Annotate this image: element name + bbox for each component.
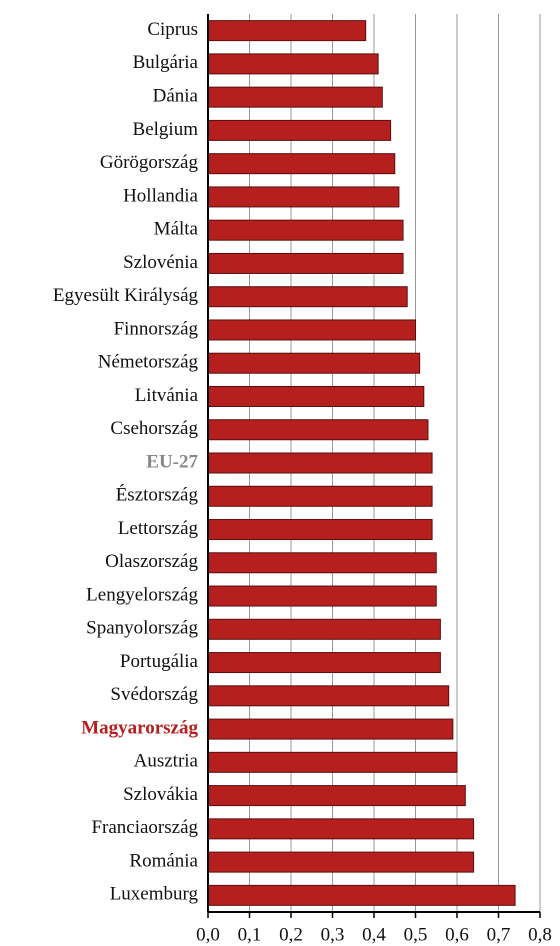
y-tick-label: Svédország xyxy=(110,684,198,705)
y-tick-label: Franciaország xyxy=(91,817,198,838)
bar xyxy=(207,552,437,574)
bar xyxy=(207,785,466,807)
y-tick-label: Lettország xyxy=(118,518,199,539)
y-tick-label: Dánia xyxy=(153,86,199,107)
y-tick-label: Magyarország xyxy=(81,717,198,738)
bar xyxy=(207,851,475,873)
y-tick-label: Litvánia xyxy=(135,385,199,406)
x-tick-label: 0,4 xyxy=(362,924,386,945)
y-tick-label: Szlovénia xyxy=(123,252,198,273)
bar xyxy=(207,652,441,674)
bar xyxy=(207,186,400,208)
bar xyxy=(207,252,404,274)
y-tick-label: Németország xyxy=(98,352,199,373)
y-tick-label: Portugália xyxy=(120,651,199,672)
bar xyxy=(207,119,392,141)
bar xyxy=(207,219,404,241)
bar xyxy=(207,352,421,374)
bar xyxy=(207,419,429,441)
y-tick-label: Spanyolország xyxy=(86,618,198,639)
y-tick-label: EU-27 xyxy=(146,451,198,472)
bar xyxy=(207,286,408,308)
y-tick-label: Csehország xyxy=(110,418,198,439)
y-tick-label: Lengyelország xyxy=(86,584,198,605)
bar xyxy=(207,485,433,507)
bar xyxy=(207,818,475,840)
y-tick-label: Hollandia xyxy=(123,185,198,206)
y-tick-label: Románia xyxy=(129,850,198,871)
x-tick-label: 0,1 xyxy=(238,924,262,945)
bar xyxy=(207,153,396,175)
y-tick-label: Szlovákia xyxy=(123,784,198,805)
bar xyxy=(207,452,433,474)
y-tick-label: Görögország xyxy=(100,152,199,173)
x-tick-label: 0,8 xyxy=(528,924,552,945)
bar xyxy=(207,53,379,75)
bar xyxy=(207,884,516,906)
x-tick-label: 0,7 xyxy=(487,924,511,945)
bar xyxy=(207,20,367,42)
y-tick-label: Ciprus xyxy=(147,19,198,40)
bar xyxy=(207,585,437,607)
x-tick-label: 0,0 xyxy=(196,924,220,945)
bar xyxy=(207,385,425,407)
bar xyxy=(207,685,450,707)
y-tick-label: Olaszország xyxy=(105,551,198,572)
x-tick-label: 0,5 xyxy=(404,924,428,945)
y-tick-label: Bulgária xyxy=(133,52,199,73)
x-tick-label: 0,2 xyxy=(279,924,303,945)
bar xyxy=(207,618,441,640)
bar xyxy=(207,519,433,541)
y-tick-label: Luxemburg xyxy=(110,884,199,905)
y-tick-label: Ausztria xyxy=(134,751,199,772)
x-tick-label: 0,6 xyxy=(445,924,469,945)
y-tick-label: Egyesült Királyság xyxy=(53,285,199,306)
y-tick-label: Észtország xyxy=(116,484,199,506)
x-tick-label: 0,3 xyxy=(321,924,345,945)
y-tick-label: Málta xyxy=(154,219,199,240)
bar xyxy=(207,86,383,108)
y-tick-label: Belgium xyxy=(133,119,199,140)
y-tick-label: Finnország xyxy=(114,318,199,339)
bar xyxy=(207,319,416,341)
bar xyxy=(207,718,454,740)
bar xyxy=(207,751,458,773)
